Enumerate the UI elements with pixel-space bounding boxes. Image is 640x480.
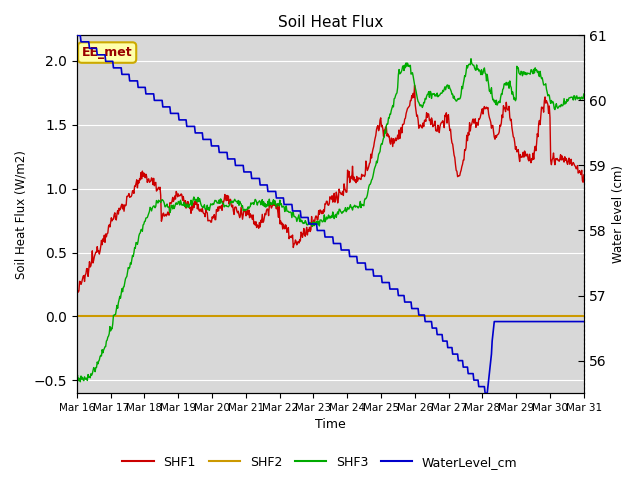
Title: Soil Heat Flux: Soil Heat Flux — [278, 15, 383, 30]
Y-axis label: Soil Heat Flux (W/m2): Soil Heat Flux (W/m2) — [15, 150, 28, 279]
Legend: SHF1, SHF2, SHF3, WaterLevel_cm: SHF1, SHF2, SHF3, WaterLevel_cm — [117, 451, 523, 474]
X-axis label: Time: Time — [315, 419, 346, 432]
Y-axis label: Water level (cm): Water level (cm) — [612, 165, 625, 263]
Text: EE_met: EE_met — [82, 46, 132, 59]
